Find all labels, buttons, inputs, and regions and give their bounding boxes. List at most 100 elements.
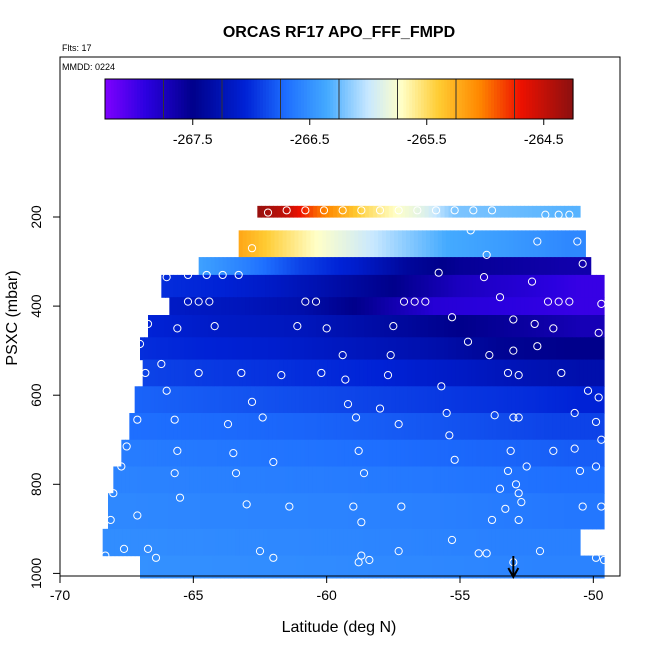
- y-tick-label: 1000: [28, 558, 44, 589]
- heatmap-cell: [476, 413, 481, 441]
- heatmap-cell: [556, 466, 561, 494]
- heatmap-cell: [512, 297, 517, 316]
- heatmap-cell: [297, 205, 302, 218]
- heatmap-cell: [484, 297, 489, 316]
- heatmap-cell: [477, 230, 483, 258]
- heatmap-cell: [544, 439, 549, 468]
- heatmap-cell: [308, 413, 314, 441]
- heatmap-cell: [481, 230, 487, 258]
- heatmap-cell: [536, 315, 541, 338]
- heatmap-cell: [178, 359, 184, 387]
- heatmap-cell: [314, 257, 320, 276]
- heatmap-cell: [395, 359, 401, 387]
- colorbar-cell: [558, 79, 562, 119]
- heatmap-cell: [216, 493, 221, 530]
- colorbar-cell: [116, 79, 121, 119]
- heatmap-cell: [468, 205, 474, 218]
- heatmap-cell: [400, 205, 406, 218]
- heatmap-cell: [328, 555, 333, 579]
- heatmap-cell: [220, 555, 225, 579]
- heatmap-cell: [296, 439, 302, 468]
- heatmap-cell: [245, 274, 250, 298]
- heatmap-cell: [270, 230, 276, 258]
- heatmap-cell: [535, 359, 541, 387]
- colorbar-cell: [444, 79, 448, 119]
- heatmap-cell: [432, 413, 438, 441]
- heatmap-cell: [189, 439, 194, 468]
- heatmap-cell: [416, 205, 422, 218]
- heatmap-cell: [376, 274, 382, 298]
- colorbar-tick-label: -266.5: [290, 131, 330, 147]
- heatmap-cell: [315, 386, 320, 414]
- heatmap-cell: [268, 555, 273, 579]
- heatmap-cell: [448, 315, 453, 338]
- heatmap-cell: [328, 466, 334, 494]
- heatmap-cell: [546, 257, 552, 276]
- sample-marker: [522, 462, 531, 471]
- heatmap-cell: [311, 359, 316, 387]
- heatmap-cell: [495, 528, 501, 557]
- heatmap-cell: [320, 274, 326, 298]
- heatmap-cell: [460, 337, 465, 361]
- heatmap-cell: [362, 230, 367, 258]
- heatmap-cell: [575, 359, 581, 387]
- heatmap-cell: [264, 315, 269, 338]
- heatmap-cell: [324, 439, 330, 468]
- heatmap-cell: [328, 274, 334, 298]
- heatmap-cell: [303, 528, 308, 557]
- heatmap-cell: [194, 359, 200, 387]
- heatmap-cell: [415, 528, 421, 557]
- heatmap-cell: [166, 528, 172, 557]
- heatmap-cell: [180, 337, 185, 361]
- heatmap-cell: [246, 230, 252, 258]
- heatmap-cell: [328, 297, 334, 316]
- heatmap-cell: [298, 230, 304, 258]
- heatmap-cell: [540, 555, 545, 579]
- heatmap-cell: [404, 413, 410, 441]
- colorbar-cell: [181, 79, 185, 119]
- heatmap-cell: [508, 466, 513, 494]
- heatmap-cell: [515, 359, 521, 387]
- heatmap-cell: [376, 466, 382, 494]
- heatmap-cell: [229, 274, 234, 298]
- heatmap-cell: [452, 297, 458, 316]
- heatmap-cell: [292, 337, 297, 361]
- x-axis-label: Latitude (deg N): [282, 619, 397, 636]
- heatmap-cell: [600, 555, 605, 579]
- heatmap-cell: [488, 555, 493, 579]
- heatmap-cell: [464, 466, 469, 494]
- heatmap-cell: [392, 493, 397, 530]
- heatmap-cell: [354, 257, 360, 276]
- heatmap-cell: [336, 413, 342, 441]
- heatmap-cell: [280, 466, 286, 494]
- heatmap-cell: [587, 386, 593, 414]
- sample-marker: [231, 469, 241, 478]
- heatmap-cell: [275, 386, 280, 414]
- heatmap-cell: [288, 413, 294, 441]
- heatmap-cell: [347, 386, 352, 414]
- sample-marker: [141, 368, 150, 378]
- heatmap-cell: [516, 439, 521, 468]
- heatmap-cell: [161, 439, 166, 468]
- heatmap-cell: [340, 493, 345, 530]
- heatmap-cell: [137, 439, 142, 468]
- sample-marker: [375, 404, 385, 413]
- colorbar-cell: [534, 79, 539, 119]
- heatmap-cell: [552, 413, 557, 441]
- heatmap-cell: [320, 493, 325, 530]
- sample-marker: [514, 515, 523, 525]
- heatmap-cell: [368, 205, 374, 218]
- heatmap-cell: [340, 439, 346, 468]
- heatmap-cell: [256, 439, 262, 468]
- heatmap-cell: [351, 359, 356, 387]
- colorbar-cell: [145, 79, 150, 119]
- heatmap-cell: [332, 466, 338, 494]
- heatmap-cell: [332, 493, 337, 530]
- colorbar-cell: [336, 79, 340, 119]
- heatmap-cell: [402, 230, 407, 258]
- heatmap-cell: [344, 274, 350, 298]
- heatmap-cell: [364, 274, 370, 298]
- heatmap-cell: [318, 230, 323, 258]
- heatmap-cell: [516, 337, 521, 361]
- heatmap-cell: [512, 493, 517, 530]
